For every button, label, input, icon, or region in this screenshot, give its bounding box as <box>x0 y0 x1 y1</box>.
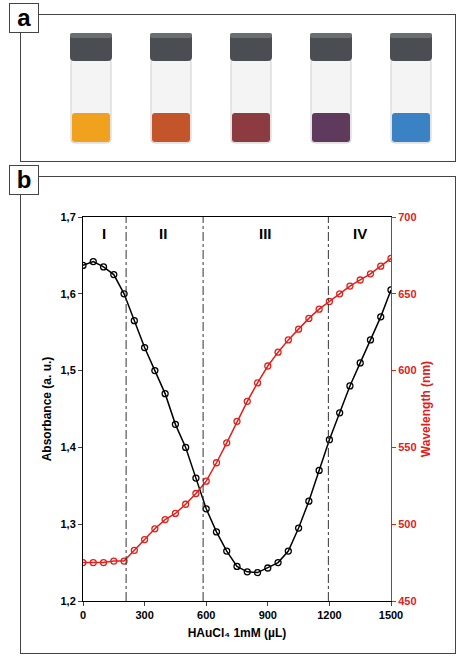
svg-text:1,2: 1,2 <box>61 595 76 607</box>
svg-text:600: 600 <box>197 609 215 621</box>
svg-text:1200: 1200 <box>317 609 341 621</box>
svg-text:Absorbance (a. u.): Absorbance (a. u.) <box>40 357 54 462</box>
html-text:a: a <box>17 4 31 31</box>
html-text:b: b <box>16 166 32 193</box>
svg-text:550: 550 <box>398 441 416 453</box>
svg-text:1,5: 1,5 <box>61 364 76 376</box>
svg-text:1500: 1500 <box>379 609 403 621</box>
svg-text:IV: IV <box>353 225 367 242</box>
svg-text:500: 500 <box>398 518 416 530</box>
svg-text:I: I <box>102 225 106 242</box>
svg-text:700: 700 <box>398 211 416 223</box>
svg-text:900: 900 <box>259 609 277 621</box>
svg-text:1,6: 1,6 <box>61 288 76 300</box>
svg-text:Wavelength (nm): Wavelength (nm) <box>419 361 433 457</box>
svg-text:III: III <box>259 225 272 242</box>
svg-text:450: 450 <box>398 595 416 607</box>
svg-text:300: 300 <box>135 609 153 621</box>
svg-text:1,4: 1,4 <box>61 441 77 453</box>
svg-text:II: II <box>159 225 167 242</box>
svg-text:650: 650 <box>398 288 416 300</box>
svg-text:HAuCl₄ 1mM (µL): HAuCl₄ 1mM (µL) <box>188 626 287 640</box>
svg-text:1,7: 1,7 <box>61 211 76 223</box>
svg-text:0: 0 <box>80 609 86 621</box>
svg-text:1,3: 1,3 <box>61 518 76 530</box>
svg-text:600: 600 <box>398 364 416 376</box>
